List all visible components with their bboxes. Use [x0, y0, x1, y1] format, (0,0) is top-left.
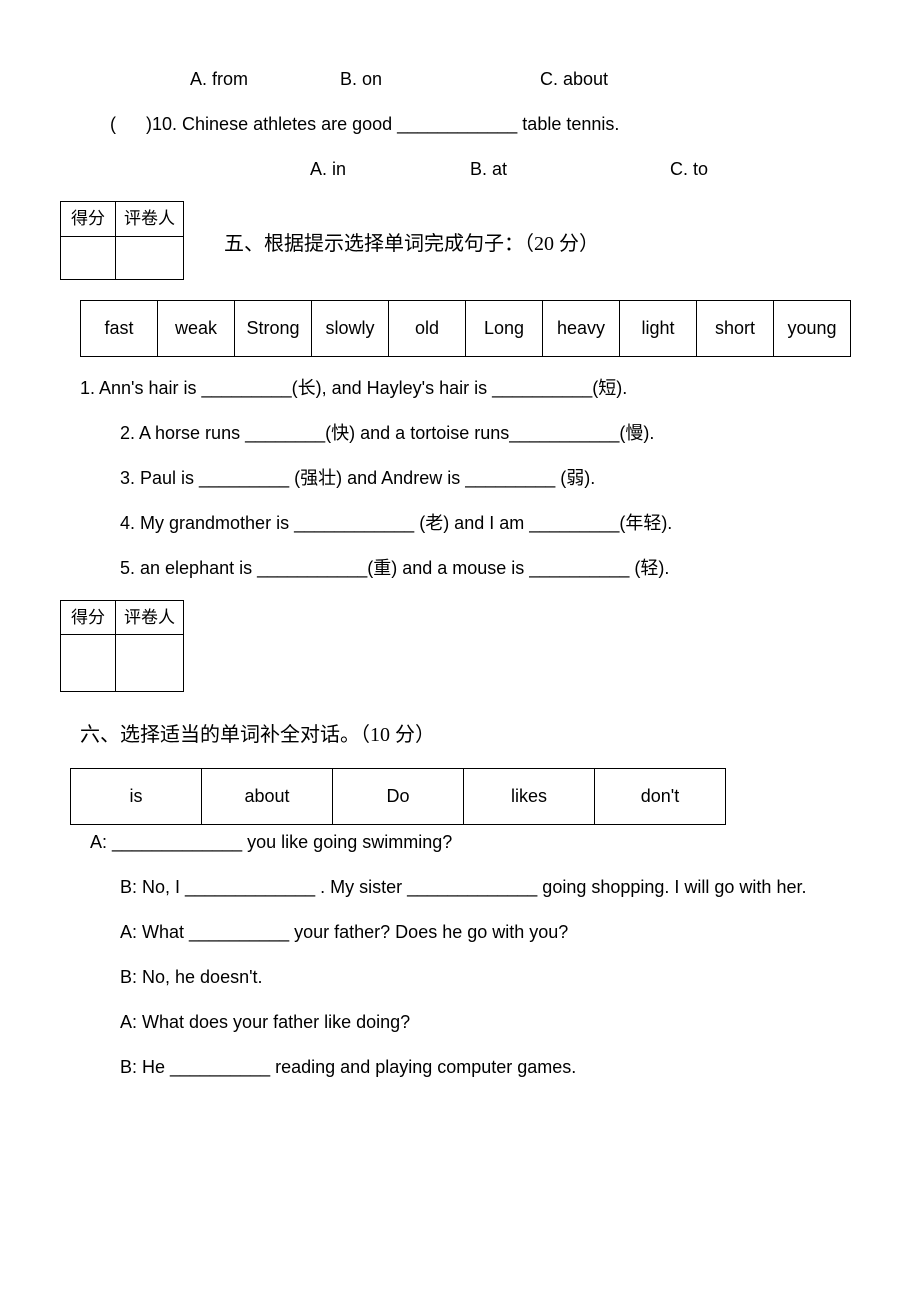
q10-opt-b: B. at	[470, 156, 670, 183]
q10-options: A. in B. at C. to	[60, 156, 860, 183]
s5-line-3[interactable]: 3. Paul is _________ (强壮) and Andrew is …	[120, 465, 860, 492]
q10-line: ( )10. Chinese athletes are good _______…	[60, 111, 860, 138]
wb6-2: Do	[333, 769, 464, 825]
wb5-4: old	[389, 300, 466, 356]
s5-line-2[interactable]: 2. A horse runs ________(快) and a tortoi…	[120, 420, 860, 447]
grader-label-2: 评卷人	[116, 600, 184, 635]
s6-line-6[interactable]: B: He __________ reading and playing com…	[120, 1054, 860, 1081]
s5-line-5[interactable]: 5. an elephant is ___________(重) and a m…	[120, 555, 860, 582]
grader-cell[interactable]	[116, 236, 184, 279]
q9-options: A. from B. on C. about	[60, 66, 860, 93]
q9-opt-a: A. from	[190, 66, 340, 93]
s5-line-4[interactable]: 4. My grandmother is ____________ (老) an…	[120, 510, 860, 537]
wb6-1: about	[202, 769, 333, 825]
s6-line-5: A: What does your father like doing?	[120, 1009, 860, 1036]
q10-text: )10. Chinese athletes are good _________…	[146, 114, 619, 134]
score-box-2: 得分 评卷人	[60, 600, 184, 693]
section5-heading: 五、根据提示选择单词完成句子：（20 分）	[184, 201, 599, 259]
section5-header-row: 得分 评卷人 五、根据提示选择单词完成句子：（20 分）	[60, 201, 860, 280]
score-label-2: 得分	[61, 600, 116, 635]
wb6-3: likes	[464, 769, 595, 825]
s5-line-1[interactable]: 1. Ann's hair is _________(长), and Hayle…	[80, 375, 860, 402]
wb5-1: weak	[158, 300, 235, 356]
q10-opt-c: C. to	[670, 156, 708, 183]
grader-label: 评卷人	[116, 202, 184, 237]
wb5-6: heavy	[543, 300, 620, 356]
q10-blank[interactable]	[116, 114, 146, 134]
wb6-0: is	[71, 769, 202, 825]
q9-opt-c: C. about	[540, 66, 608, 93]
wb5-2: Strong	[235, 300, 312, 356]
score-cell[interactable]	[61, 236, 116, 279]
wb6-4: don't	[595, 769, 726, 825]
grader-cell-2[interactable]	[116, 635, 184, 692]
s6-line-3[interactable]: A: What __________ your father? Does he …	[120, 919, 860, 946]
score-box-1: 得分 评卷人	[60, 201, 184, 280]
score-label: 得分	[61, 202, 116, 237]
section6-word-bank: is about Do likes don't	[70, 768, 726, 825]
wb5-5: Long	[466, 300, 543, 356]
s6-line-1[interactable]: A: _____________ you like going swimming…	[90, 829, 860, 856]
wb5-9: young	[774, 300, 851, 356]
q9-opt-b: B. on	[340, 66, 540, 93]
wb5-7: light	[620, 300, 697, 356]
q10-opt-a: A. in	[310, 156, 470, 183]
wb5-8: short	[697, 300, 774, 356]
score-cell-2[interactable]	[61, 635, 116, 692]
s6-line-4: B: No, he doesn't.	[120, 964, 860, 991]
wb5-0: fast	[81, 300, 158, 356]
section6-heading: 六、选择适当的单词补全对话。（10 分）	[80, 720, 860, 750]
wb5-3: slowly	[312, 300, 389, 356]
s6-line-2[interactable]: B: No, I _____________ . My sister _____…	[120, 874, 860, 901]
section5-word-bank: fast weak Strong slowly old Long heavy l…	[80, 300, 851, 357]
